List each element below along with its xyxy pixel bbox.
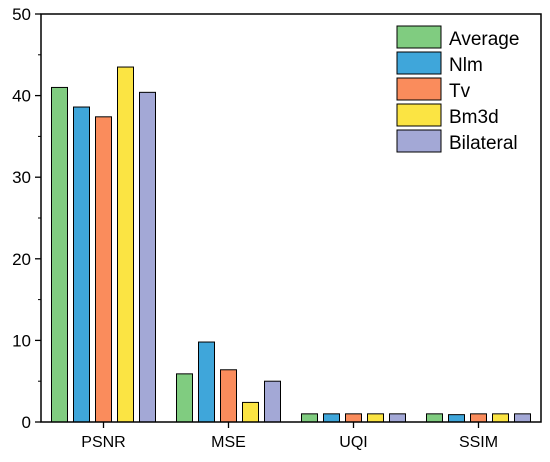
y-tick-label: 20 xyxy=(12,250,31,269)
y-tick-label: 50 xyxy=(12,5,31,24)
bars-layer xyxy=(51,66,531,423)
bar-nlm-mse xyxy=(198,341,215,423)
legend-swatch-nlm xyxy=(396,51,442,75)
bar-bilateral-psnr xyxy=(139,91,156,423)
x-axis: PSNR MSE UQI SSIM xyxy=(81,422,498,451)
y-tick-label: 10 xyxy=(12,331,31,350)
bar-average-uqi xyxy=(301,413,318,423)
legend-label-average: Average xyxy=(449,29,519,50)
bar-average-psnr xyxy=(51,86,68,423)
bar-tv-uqi xyxy=(345,413,362,423)
bar-nlm-uqi xyxy=(323,413,340,423)
bar-bm3d-ssim xyxy=(492,413,509,423)
legend-label-nlm: Nlm xyxy=(449,55,483,76)
bar-average-mse xyxy=(176,373,193,423)
x-tick-label: SSIM xyxy=(459,434,498,451)
legend-swatch-bm3d xyxy=(396,103,442,127)
legend: Average Nlm Tv Bm3d Bilateral xyxy=(396,25,519,154)
bar-average-ssim xyxy=(426,413,443,423)
legend-label-tv: Tv xyxy=(449,81,471,102)
legend-label-bm3d: Bm3d xyxy=(449,107,499,128)
legend-swatch-bilateral xyxy=(396,129,442,153)
y-axis: 0 10 20 30 40 50 xyxy=(12,5,41,432)
bar-tv-ssim xyxy=(470,413,487,423)
legend-label-bilateral: Bilateral xyxy=(449,133,518,154)
bar-tv-psnr xyxy=(95,116,112,423)
bar-bilateral-ssim xyxy=(514,413,531,423)
bar-nlm-ssim xyxy=(448,414,465,423)
bar-bilateral-mse xyxy=(264,380,281,423)
bar-bm3d-psnr xyxy=(117,66,134,423)
y-tick-label: 0 xyxy=(22,413,31,432)
bar-bm3d-uqi xyxy=(367,413,384,423)
bar-bilateral-uqi xyxy=(389,413,406,423)
x-tick-label: MSE xyxy=(211,434,246,451)
bar-nlm-psnr xyxy=(73,106,90,423)
legend-swatch-average xyxy=(396,25,442,49)
y-tick-label: 30 xyxy=(12,168,31,187)
bar-tv-mse xyxy=(220,369,237,423)
legend-swatch-tv xyxy=(396,77,442,101)
y-tick-label: 40 xyxy=(12,87,31,106)
bar-bm3d-mse xyxy=(242,401,259,423)
x-tick-label: UQI xyxy=(339,434,367,451)
x-tick-label: PSNR xyxy=(81,434,125,451)
